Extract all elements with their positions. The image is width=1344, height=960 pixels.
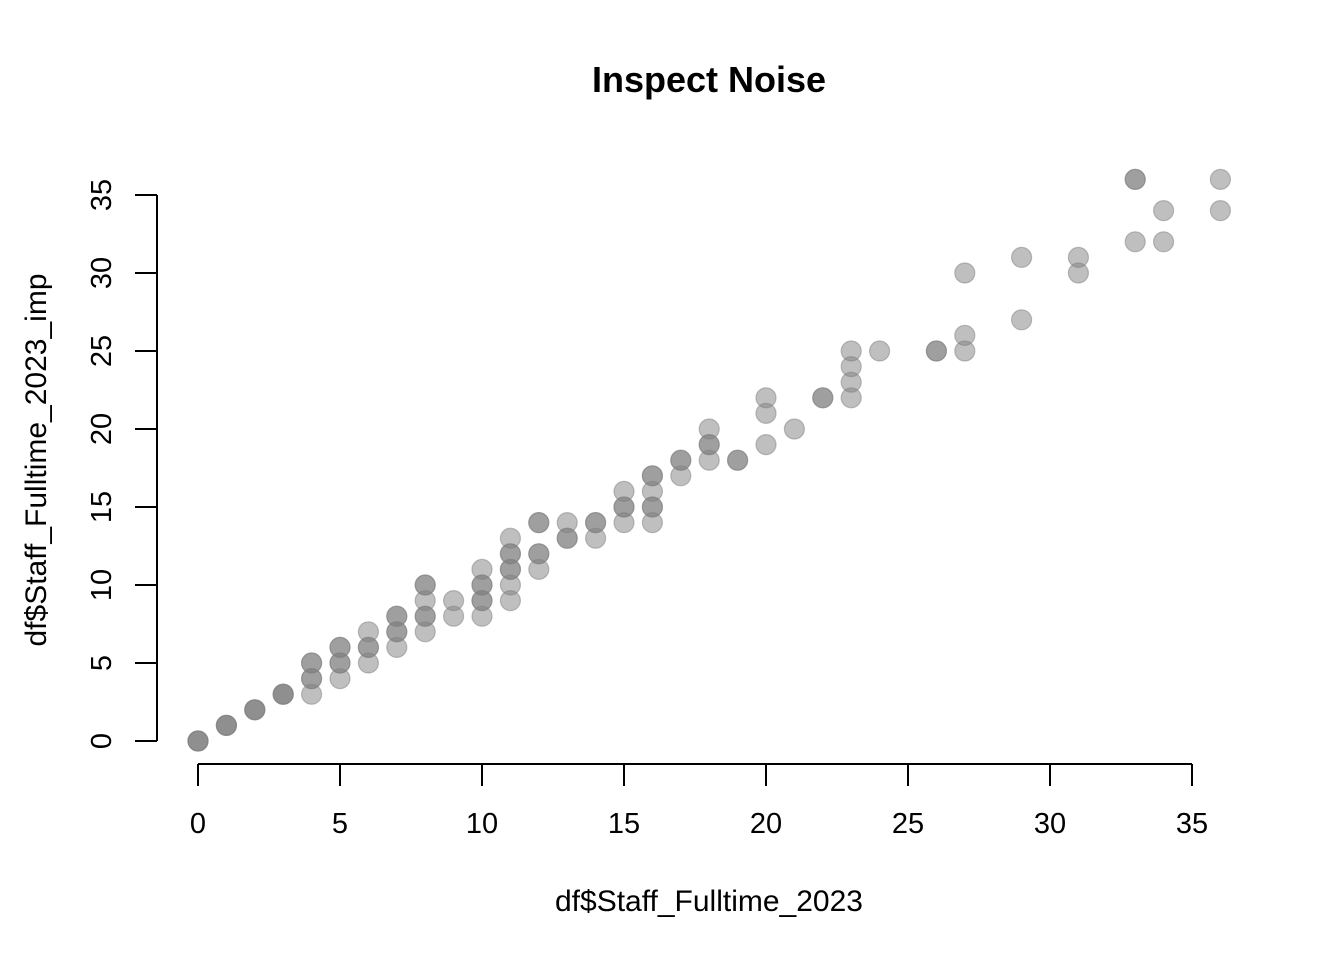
data-point bbox=[1152, 200, 1175, 222]
data-point bbox=[499, 527, 521, 549]
data-point bbox=[301, 652, 323, 674]
data-point bbox=[272, 683, 294, 705]
x-axis-label: df$Staff_Fulltime_2023 bbox=[555, 885, 863, 918]
y-tick-label: 10 bbox=[86, 569, 118, 601]
data-point bbox=[726, 449, 749, 471]
data-points bbox=[187, 168, 1232, 752]
data-point bbox=[954, 262, 976, 284]
x-tick-label: 25 bbox=[892, 808, 924, 840]
data-point bbox=[755, 387, 777, 409]
x-tick-label: 15 bbox=[608, 808, 640, 840]
data-point bbox=[414, 574, 436, 596]
data-point bbox=[1152, 231, 1175, 253]
data-point bbox=[1010, 309, 1033, 331]
data-point bbox=[329, 636, 351, 659]
data-point bbox=[954, 324, 976, 346]
x-tick-label: 10 bbox=[466, 808, 498, 840]
y-tick-label: 20 bbox=[86, 413, 118, 445]
data-point bbox=[1209, 168, 1232, 190]
y-tick-label: 0 bbox=[86, 733, 118, 749]
data-point bbox=[528, 543, 550, 565]
y-tick-label: 5 bbox=[86, 655, 118, 671]
data-point bbox=[187, 730, 209, 752]
chart-title: Inspect Noise bbox=[592, 59, 826, 100]
x-ticks: 0 5 10 15 20 25 30 35 bbox=[190, 764, 1208, 840]
data-point bbox=[925, 340, 948, 362]
data-point bbox=[357, 621, 379, 643]
y-ticks: 0 5 10 15 20 25 30 35 bbox=[86, 179, 157, 749]
data-point bbox=[244, 699, 266, 721]
data-point bbox=[868, 340, 891, 362]
data-point bbox=[1124, 231, 1146, 253]
y-tick-label: 15 bbox=[86, 491, 118, 523]
data-point bbox=[215, 714, 237, 737]
y-tick-label: 25 bbox=[86, 335, 118, 367]
x-axis: 0 5 10 15 20 25 30 35 bbox=[190, 763, 1208, 840]
data-point bbox=[812, 387, 834, 409]
data-point bbox=[755, 434, 777, 456]
data-point bbox=[386, 605, 408, 627]
x-tick-label: 0 bbox=[190, 808, 206, 840]
y-tick-label: 30 bbox=[86, 257, 118, 289]
y-tick-label: 35 bbox=[86, 179, 118, 211]
x-tick-label: 20 bbox=[750, 808, 782, 840]
data-point bbox=[641, 465, 664, 487]
data-point bbox=[471, 558, 493, 581]
data-point bbox=[1209, 200, 1232, 222]
data-point bbox=[1124, 168, 1146, 190]
data-point bbox=[670, 449, 692, 471]
data-point bbox=[698, 418, 720, 440]
x-tick-label: 5 bbox=[332, 808, 348, 840]
data-point bbox=[613, 480, 635, 502]
data-point bbox=[840, 340, 862, 362]
data-point bbox=[783, 418, 806, 440]
x-tick-label: 35 bbox=[1176, 808, 1208, 840]
data-point bbox=[528, 511, 550, 534]
y-axis: 0 5 10 15 20 25 30 35 bbox=[86, 179, 158, 749]
data-point bbox=[1010, 246, 1033, 268]
x-tick-label: 30 bbox=[1034, 808, 1066, 840]
data-point bbox=[1067, 246, 1090, 268]
data-point bbox=[584, 511, 607, 534]
data-point bbox=[443, 589, 465, 612]
data-point bbox=[556, 511, 578, 534]
y-axis-label: df$Staff_Fulltime_2023_imp bbox=[20, 273, 53, 646]
